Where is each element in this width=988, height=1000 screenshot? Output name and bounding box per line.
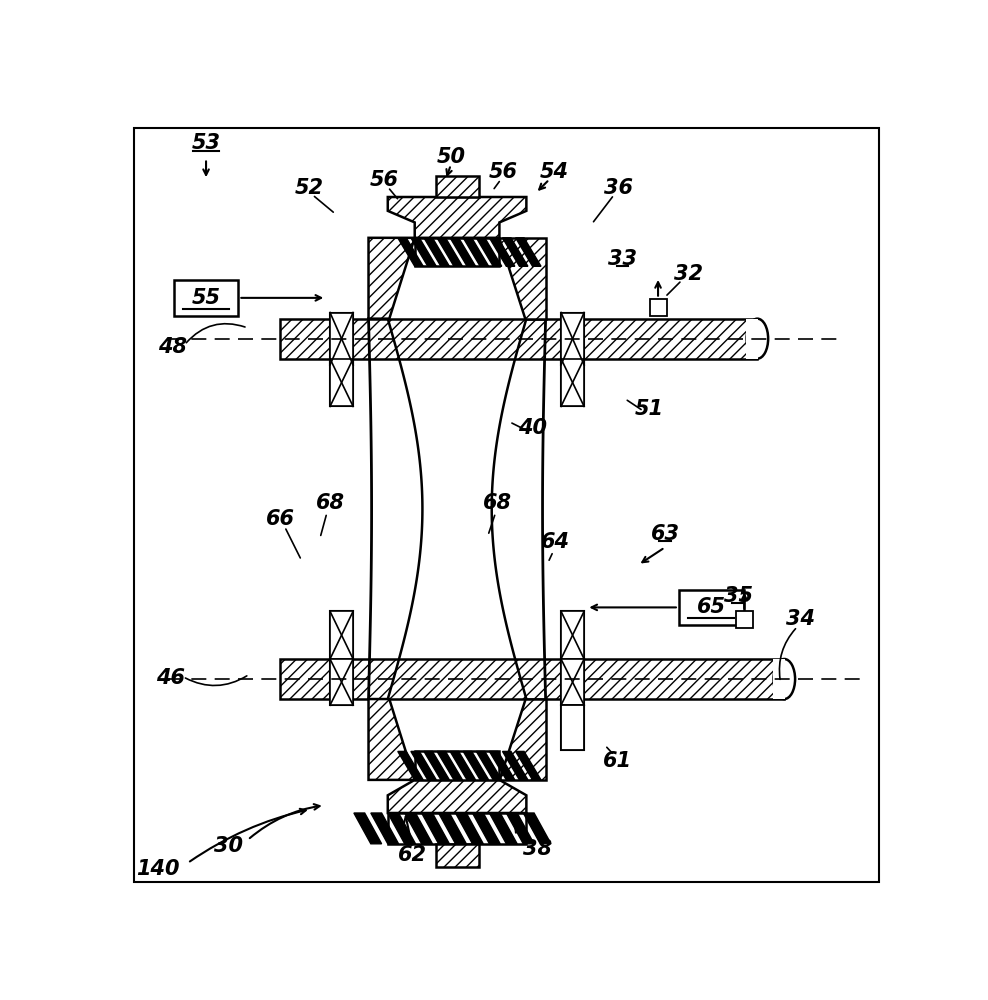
Bar (561, 705, 584, 750)
Polygon shape (489, 751, 515, 780)
Bar (649, 299, 667, 316)
Bar (746, 319, 758, 359)
Polygon shape (472, 813, 500, 844)
Bar (174, 280, 238, 316)
Bar (330, 659, 353, 705)
Bar (330, 359, 353, 406)
Text: 64: 64 (541, 532, 570, 552)
Polygon shape (451, 751, 475, 780)
Text: 40: 40 (518, 418, 547, 438)
Text: 56: 56 (489, 162, 518, 182)
Polygon shape (439, 813, 466, 844)
Polygon shape (455, 813, 483, 844)
Polygon shape (387, 319, 527, 699)
Polygon shape (451, 238, 475, 266)
Polygon shape (524, 813, 551, 844)
Polygon shape (503, 238, 528, 266)
Polygon shape (354, 813, 381, 844)
Polygon shape (489, 813, 517, 844)
Polygon shape (422, 813, 450, 844)
Text: 65: 65 (697, 597, 725, 617)
Text: 38: 38 (524, 839, 552, 859)
Polygon shape (411, 238, 437, 266)
Polygon shape (370, 813, 398, 844)
Bar (561, 659, 584, 705)
Polygon shape (437, 238, 462, 266)
Polygon shape (424, 751, 450, 780)
Text: 62: 62 (398, 845, 427, 865)
Text: 63: 63 (650, 524, 680, 544)
Bar (561, 611, 584, 659)
Bar (561, 359, 584, 406)
Bar (436, 844, 478, 867)
Polygon shape (499, 238, 545, 319)
Polygon shape (476, 238, 502, 266)
Bar (330, 611, 353, 659)
Text: 32: 32 (674, 264, 702, 284)
Text: 61: 61 (603, 751, 631, 771)
Bar (561, 312, 584, 365)
Polygon shape (463, 751, 489, 780)
Bar (736, 611, 753, 628)
Text: 55: 55 (192, 288, 220, 308)
Polygon shape (503, 751, 528, 780)
Polygon shape (476, 751, 502, 780)
Text: 54: 54 (539, 162, 568, 182)
Polygon shape (424, 238, 450, 266)
Text: 30: 30 (213, 836, 243, 856)
Bar (415, 238, 499, 266)
Bar (387, 813, 527, 844)
Bar (561, 359, 584, 406)
Text: 68: 68 (315, 493, 345, 513)
Bar (330, 312, 353, 365)
Text: 51: 51 (635, 399, 664, 419)
Bar (561, 312, 584, 365)
Text: 56: 56 (370, 170, 398, 190)
Bar (415, 751, 499, 780)
Text: 48: 48 (158, 337, 187, 357)
Bar (561, 611, 584, 659)
Text: 52: 52 (294, 178, 324, 198)
Polygon shape (489, 238, 515, 266)
Ellipse shape (774, 659, 795, 699)
Bar (679, 590, 744, 625)
Polygon shape (506, 813, 535, 844)
Text: 68: 68 (483, 493, 513, 513)
Polygon shape (369, 238, 415, 319)
Bar (330, 312, 353, 365)
Text: 35: 35 (723, 586, 753, 606)
Text: 34: 34 (786, 609, 815, 629)
Text: 46: 46 (156, 668, 185, 688)
Polygon shape (387, 813, 416, 844)
Polygon shape (516, 238, 541, 266)
Polygon shape (411, 751, 437, 780)
Text: 53: 53 (192, 133, 220, 153)
Bar (773, 659, 785, 699)
Bar (280, 319, 758, 359)
Ellipse shape (747, 319, 768, 359)
Bar (330, 359, 353, 406)
Bar (436, 176, 478, 197)
Bar (330, 659, 353, 705)
Text: 66: 66 (266, 509, 294, 529)
Polygon shape (398, 238, 423, 266)
Bar (561, 659, 584, 705)
Polygon shape (387, 197, 527, 238)
Polygon shape (405, 813, 433, 844)
Bar (330, 611, 353, 659)
Polygon shape (463, 238, 489, 266)
Polygon shape (369, 699, 415, 780)
Text: 50: 50 (437, 147, 465, 167)
Text: 140: 140 (136, 859, 180, 879)
Polygon shape (499, 699, 545, 780)
Text: 36: 36 (605, 178, 633, 198)
Polygon shape (387, 780, 527, 813)
Bar (561, 705, 584, 750)
Polygon shape (437, 751, 462, 780)
Text: 33: 33 (609, 249, 637, 269)
Bar (280, 659, 784, 699)
Polygon shape (516, 751, 541, 780)
Polygon shape (398, 751, 423, 780)
